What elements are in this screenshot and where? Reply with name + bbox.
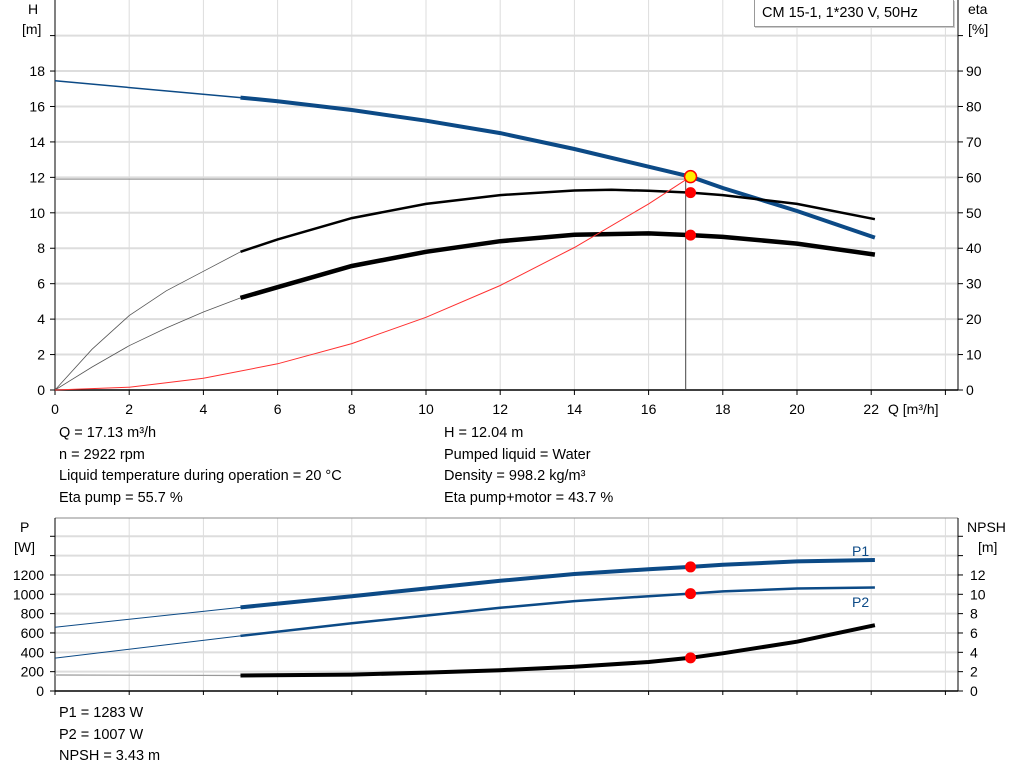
eta-tick-label: 80 (966, 98, 982, 114)
info-h: H = 12.04 m (444, 425, 524, 441)
duty-point-marker (683, 169, 698, 184)
npsh-duty-marker (685, 652, 697, 664)
info-npsh: NPSH = 3.43 m (59, 748, 161, 764)
eta-tick-label: 70 (966, 134, 982, 150)
h-tick-label: 4 (37, 311, 45, 327)
eta-axis-name: eta (968, 1, 988, 17)
npsh-axis-name: NPSH (967, 519, 1006, 535)
q-tick-label: 10 (418, 401, 434, 417)
p1-duty-marker (685, 561, 697, 573)
h-axis-name: H (28, 1, 38, 17)
p-axis-name: P (20, 519, 29, 535)
q-tick-label: 20 (789, 401, 805, 417)
h-tick-label: 6 (37, 276, 45, 292)
system-curve (54, 176, 691, 391)
info-top-right: H = 12.04 m Pumped liquid = Water Densit… (444, 423, 613, 509)
npsh-tick-label: 10 (970, 586, 986, 602)
p1-curve-extrapolated (54, 606, 241, 628)
q-tick-label: 0 (51, 401, 59, 417)
p2-curve (240, 586, 875, 638)
eta-tick-label: 90 (966, 63, 982, 79)
p2-duty-marker (685, 588, 697, 600)
eta-pump-motor-duty-marker (685, 229, 697, 241)
info-density: Density = 998.2 kg/m³ (444, 468, 586, 484)
eta-pump-curve-extrapolated (54, 251, 241, 391)
eta-pump-curve (240, 188, 876, 253)
q-tick-label: 22 (863, 401, 879, 417)
head-curve (240, 95, 876, 240)
npsh-tick-label: 12 (970, 567, 986, 583)
q-tick-label: 16 (641, 401, 657, 417)
p-tick-label: 800 (21, 606, 45, 622)
eta-tick-label: 0 (966, 382, 974, 398)
p-tick-label: 200 (21, 664, 45, 680)
npsh-tick-label: 8 (970, 606, 978, 622)
info-liquid: Pumped liquid = Water (444, 446, 591, 463)
p-tick-label: 0 (36, 683, 44, 699)
info-eta-pump: Eta pump = 55.7 % (59, 489, 183, 506)
h-tick-label: 10 (29, 205, 45, 221)
npsh-axis-unit: [m] (978, 539, 997, 555)
npsh-tick-label: 6 (970, 625, 978, 641)
info-temperature: Liquid temperature during operation = 20… (59, 468, 342, 484)
h-tick-label: 2 (37, 347, 45, 363)
npsh-curve (240, 623, 876, 678)
eta-tick-label: 40 (966, 240, 982, 256)
p1-series-label: P1 (852, 543, 869, 559)
q-tick-label: 14 (567, 401, 583, 417)
info-p2: P2 = 1007 W (59, 726, 144, 743)
p-axis-unit: [W] (14, 539, 35, 555)
h-tick-label: 0 (37, 382, 45, 398)
info-eta-pump-motor: Eta pump+motor = 43.7 % (444, 489, 614, 506)
head-curve-extrapolated (54, 80, 241, 99)
p-tick-label: 600 (21, 625, 45, 641)
npsh-tick-label: 2 (970, 664, 978, 680)
eta-tick-label: 60 (966, 169, 982, 185)
p2-curve-extrapolated (54, 635, 241, 659)
npsh-tick-label: 0 (970, 683, 978, 699)
info-p1: P1 = 1283 W (59, 705, 144, 721)
info-q: Q = 17.13 m³/h (59, 425, 157, 441)
eta-pump-motor-curve (239, 231, 876, 301)
chart-title-legend: CM 15-1, 1*230 V, 50Hz (754, 0, 954, 27)
eta-pump-duty-marker (685, 187, 697, 199)
h-tick-label: 18 (29, 63, 45, 79)
eta-axis-unit: [%] (968, 21, 988, 37)
h-tick-label: 16 (29, 98, 45, 114)
info-n: n = 2922 rpm (59, 446, 145, 463)
p-tick-label: 400 (21, 644, 45, 660)
h-axis-unit: [m] (22, 21, 41, 37)
q-tick-label: 4 (200, 401, 208, 417)
q-tick-label: 8 (348, 401, 356, 417)
eta-tick-label: 10 (966, 347, 982, 363)
p1-curve (240, 558, 875, 610)
h-tick-label: 8 (37, 240, 45, 256)
info-bottom: P1 = 1283 W P2 = 1007 W NPSH = 3.43 m (59, 703, 160, 768)
h-tick-label: 12 (29, 169, 45, 185)
eta-tick-label: 30 (966, 276, 982, 292)
q-tick-label: 6 (274, 401, 282, 417)
q-tick-label: 12 (492, 401, 508, 417)
p2-series-label: P2 (852, 594, 869, 610)
p-tick-label: 1200 (13, 567, 44, 583)
info-top-left: Q = 17.13 m³/h n = 2922 rpm Liquid tempe… (59, 423, 342, 509)
q-axis-label: Q [m³/h] (888, 401, 939, 417)
npsh-tick-label: 4 (970, 644, 978, 660)
h-tick-label: 14 (29, 134, 45, 150)
eta-pump-motor-curve-extrapolated (54, 297, 241, 391)
q-tick-label: 2 (125, 401, 133, 417)
q-tick-label: 18 (715, 401, 731, 417)
p-tick-label: 1000 (13, 586, 44, 602)
npsh-curve-extrapolated (54, 674, 241, 677)
eta-tick-label: 50 (966, 205, 982, 221)
eta-tick-label: 20 (966, 311, 982, 327)
